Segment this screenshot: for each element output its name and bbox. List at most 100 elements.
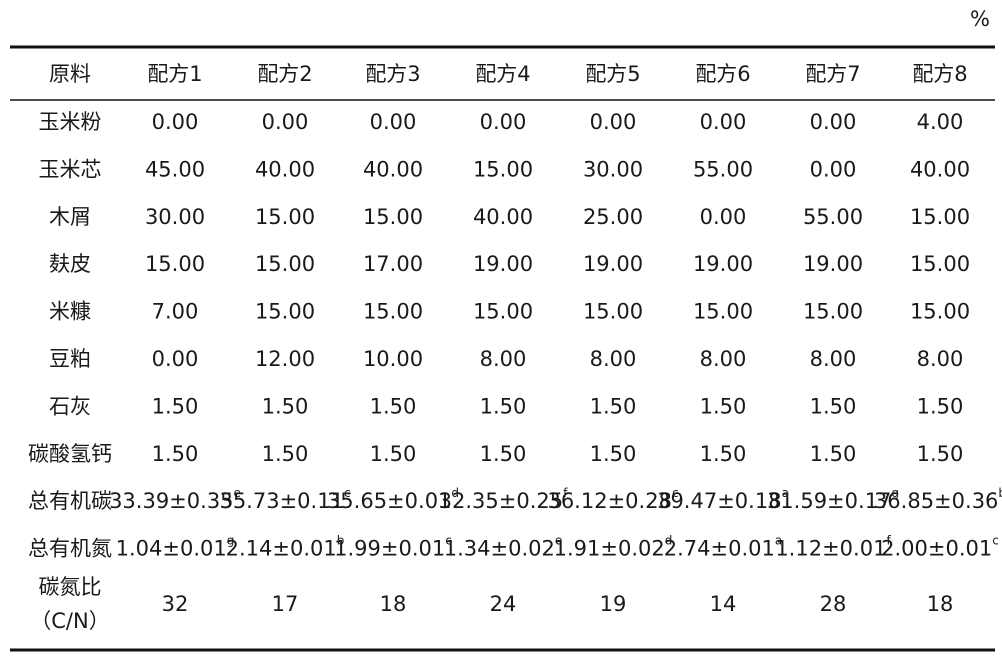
cell-superscript: e (234, 486, 241, 500)
cell: 55.00 (803, 205, 863, 229)
cell-value: 35.65±0.01 (327, 489, 451, 513)
row-label-note: （C/N） (30, 609, 109, 633)
row-label: 豆粕 (49, 347, 91, 371)
cell: 15.00 (473, 157, 533, 181)
cell: 0.00 (480, 110, 527, 134)
cell-superscript: b (337, 533, 345, 547)
cell: 1.50 (480, 394, 527, 418)
cell: 8.00 (480, 347, 527, 371)
cell: 15.00 (255, 252, 315, 276)
cell-superscript: g (227, 533, 235, 547)
cell: 1.50 (917, 394, 964, 418)
header-cell: 配方3 (365, 62, 420, 86)
row-label: 石灰 (49, 394, 91, 418)
cell: 36.85±0.36b (874, 486, 1002, 514)
cell: 19.00 (803, 252, 863, 276)
cell: 32 (162, 592, 189, 616)
cell: 15.00 (473, 300, 533, 324)
cell-value: 32.35±0.25 (439, 489, 563, 513)
cell: 1.50 (152, 394, 199, 418)
cell: 8.00 (590, 347, 637, 371)
cell: 1.50 (917, 442, 964, 466)
cell: 1.50 (810, 442, 857, 466)
cell: 0.00 (810, 157, 857, 181)
cell-superscript: f (563, 486, 568, 500)
cell-superscript: a (775, 533, 782, 547)
cell: 0.00 (262, 110, 309, 134)
row-label: 碳酸氢钙 (28, 442, 112, 466)
cell-superscript: d (665, 533, 673, 547)
cell: 1.50 (480, 442, 527, 466)
cell-value: 1.12±0.01 (775, 537, 886, 561)
header-cell: 配方5 (585, 62, 640, 86)
cell-value: 1.91±0.02 (554, 537, 665, 561)
cell-superscript: c (344, 486, 351, 500)
cell: 39.47±0.18a (657, 486, 789, 514)
cell: 30.00 (145, 205, 205, 229)
cell: 45.00 (145, 157, 205, 181)
cell: 40.00 (255, 157, 315, 181)
cell: 40.00 (473, 205, 533, 229)
cell: 8.00 (810, 347, 857, 371)
cell: 15.00 (910, 300, 970, 324)
cell: 15.00 (910, 205, 970, 229)
cell: 14 (710, 592, 737, 616)
cell: 1.50 (262, 442, 309, 466)
row-label: 米糠 (49, 300, 91, 324)
cell-superscript: g (891, 486, 899, 500)
header-cell: 配方8 (912, 62, 967, 86)
cell-value: 36.12±0.28 (547, 489, 671, 513)
cell-superscript: b (998, 486, 1002, 500)
cell-value: 2.00±0.01 (881, 537, 992, 561)
cell: 8.00 (700, 347, 747, 371)
cell-value: 1.34±0.02 (444, 537, 555, 561)
cell-value: 31.59±0.17 (767, 489, 891, 513)
cell: 15.00 (910, 252, 970, 276)
cell: 17.00 (363, 252, 423, 276)
cell: 32.35±0.25f (439, 486, 568, 514)
cell: 0.00 (152, 347, 199, 371)
cell: 15.00 (363, 300, 423, 324)
row-label: 木屑 (49, 205, 91, 229)
cell: 33.39±0.35e (109, 486, 241, 514)
cell: 19 (600, 592, 627, 616)
cell-superscript: a (782, 486, 789, 500)
cell: 1.50 (700, 394, 747, 418)
cell: 19.00 (693, 252, 753, 276)
cell: 15.00 (255, 205, 315, 229)
cell-superscript: d (451, 486, 459, 500)
cell: 35.65±0.01d (327, 486, 459, 514)
header-cell: 配方2 (257, 62, 312, 86)
cell-superscript: c (992, 533, 999, 547)
cell-value: 33.39±0.35 (109, 489, 233, 513)
row-label: 玉米芯 (39, 157, 102, 181)
cell: 15.00 (583, 300, 643, 324)
cell-superscript: c (672, 486, 679, 500)
cell: 15.00 (145, 252, 205, 276)
cell: 1.50 (262, 394, 309, 418)
header-cell: 配方7 (805, 62, 860, 86)
cell: 1.50 (152, 442, 199, 466)
cell: 1.34±0.02e (444, 533, 563, 561)
cell: 10.00 (363, 347, 423, 371)
cell: 1.50 (370, 394, 417, 418)
cell: 40.00 (910, 157, 970, 181)
cell-superscript: c (445, 533, 452, 547)
cell: 2.00±0.01c (881, 533, 999, 561)
header-cell: 配方4 (475, 62, 530, 86)
cell: 1.50 (700, 442, 747, 466)
cell: 1.91±0.02d (554, 533, 673, 561)
cell: 17 (272, 592, 299, 616)
cell: 1.99±0.01c (334, 533, 452, 561)
cell-value: 2.74±0.01 (664, 537, 775, 561)
cell: 8.00 (917, 347, 964, 371)
cell: 2.14±0.01b (226, 533, 345, 561)
cell: 31.59±0.17g (767, 486, 899, 514)
header-cell: 配方6 (695, 62, 750, 86)
row-label: 碳氮比 (39, 575, 102, 599)
header-cell: 配方1 (147, 62, 202, 86)
cell-value: 35.73±0.11 (219, 489, 343, 513)
cell: 18 (380, 592, 407, 616)
cell: 0.00 (700, 110, 747, 134)
cell: 12.00 (255, 347, 315, 371)
